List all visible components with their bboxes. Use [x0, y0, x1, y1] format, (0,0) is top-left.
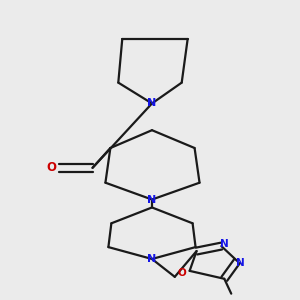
Text: N: N	[147, 98, 157, 108]
Text: N: N	[236, 258, 244, 268]
Text: N: N	[147, 254, 157, 264]
Text: O: O	[46, 161, 56, 174]
Text: O: O	[177, 268, 186, 278]
Text: N: N	[220, 239, 229, 249]
Text: N: N	[147, 194, 157, 205]
